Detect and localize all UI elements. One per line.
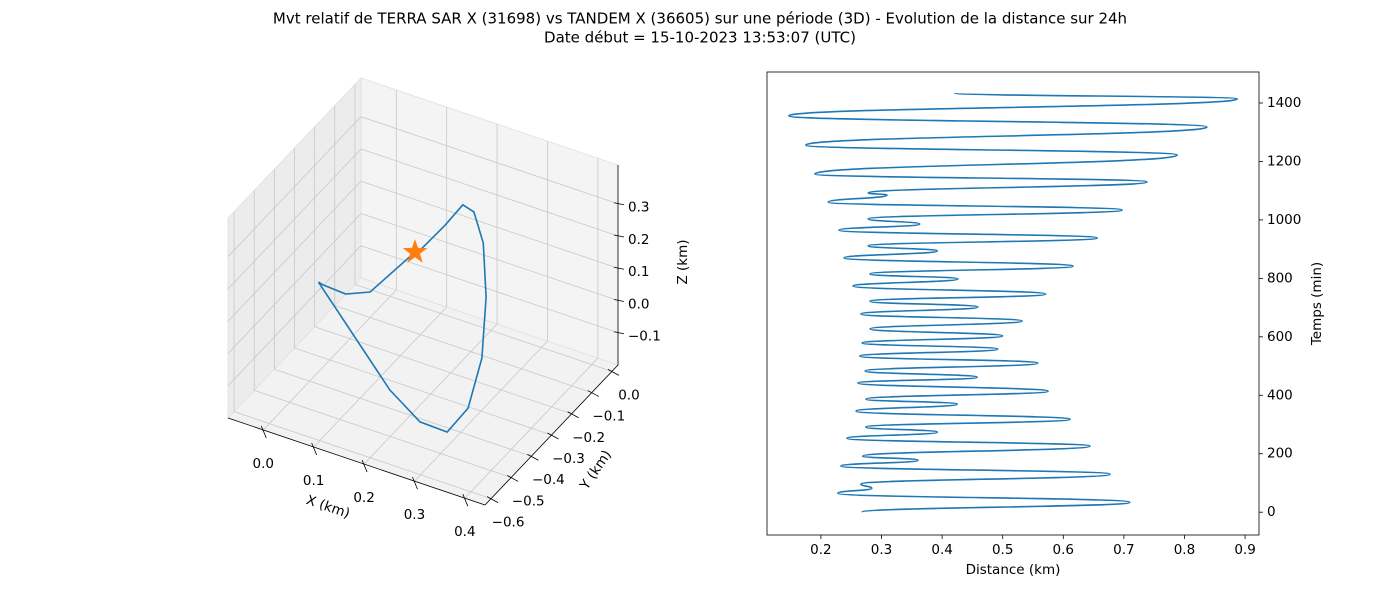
x-tick-label: 0.4 [931,542,952,558]
x-tick-label: 0.2 [810,542,831,558]
grid-line [360,116,619,205]
star-marker [402,239,428,263]
grid-line [227,180,362,322]
x-tick-label: 0.4 [454,524,475,540]
y-tick [486,496,499,503]
y-tick [587,390,599,397]
grid-line [360,245,619,334]
figure-title: Mvt relatif de TERRA SAR X (31698) vs TA… [273,10,1127,28]
z-tick [613,331,625,335]
grid-line [360,180,619,269]
y-tick-label: −0.6 [492,515,525,531]
x-tick-label: 0.5 [992,542,1013,558]
grid-line [274,368,532,457]
grid-line [294,347,552,436]
z-tick [613,234,625,238]
z-tick-label: 0.0 [628,296,649,312]
y-axis-label: Temps (min) [1309,262,1325,346]
grid-line [360,213,619,301]
trajectory-line [317,203,487,433]
x-tick-label: 0.6 [1053,542,1074,558]
figure-subtitle: Date début = 15-10-2023 13:53:07 (UTC) [544,29,856,47]
y-tick-label: 600 [1267,329,1293,345]
x-tick-label: 0.9 [1234,542,1255,558]
y-tick-label: 0.0 [618,387,639,403]
y-tick [567,411,579,419]
grid-line [254,390,512,478]
z-tick [613,266,625,270]
y-tick-label: 0 [1267,504,1276,520]
distance-line [787,92,1239,513]
plot-frame [766,71,1260,536]
y-axis-line [484,364,619,506]
grid-line [227,213,362,354]
x-tick-label: 0.1 [303,473,324,489]
x-tick-label: 0.8 [1174,542,1195,558]
y-tick-label: 400 [1267,387,1293,403]
y-tick-label: 200 [1267,446,1293,462]
x-tick-label: 0.3 [871,542,892,558]
y-tick-label: −0.4 [532,472,565,488]
x-tick [311,442,318,456]
y-tick-label: 1000 [1267,212,1301,228]
y-tick-label: 1200 [1267,153,1301,169]
x-tick [412,476,418,490]
y-tick-label: −0.1 [592,409,625,425]
y-tick [547,432,559,440]
y-tick [527,453,539,461]
x-axis-line [227,417,486,506]
grid-line [334,305,592,393]
z-tick [613,202,625,206]
y-tick [507,475,519,482]
z-tick [613,299,625,302]
x-tick-label: 0.0 [253,456,274,472]
z-tick-label: 0.1 [628,264,649,280]
z-tick-label: −0.1 [628,329,661,345]
y-tick [607,369,620,376]
y-tick-label: −0.5 [512,493,545,509]
x-axis-label: Distance (km) [966,562,1061,578]
z-tick-label: 0.3 [628,200,649,216]
grid-line [227,116,362,257]
grid-line [227,245,362,387]
grid-line [360,148,619,237]
x-tick [462,494,469,507]
y-tick-label: 800 [1267,270,1293,286]
z-axis-label: Z (km) [675,239,691,284]
y-tick-label: −0.2 [572,430,605,446]
y-tick-label: −0.3 [552,451,585,467]
grid-line [233,411,492,500]
y-tick-label: 1400 [1267,95,1301,111]
x-tick-label: 0.7 [1113,542,1134,558]
x-tick-label: 0.3 [404,507,425,523]
x-tick-label: 0.2 [353,490,374,506]
grid-line [227,148,362,290]
x-tick [361,459,368,473]
x-tick [260,425,267,439]
z-tick-label: 0.2 [628,232,649,248]
